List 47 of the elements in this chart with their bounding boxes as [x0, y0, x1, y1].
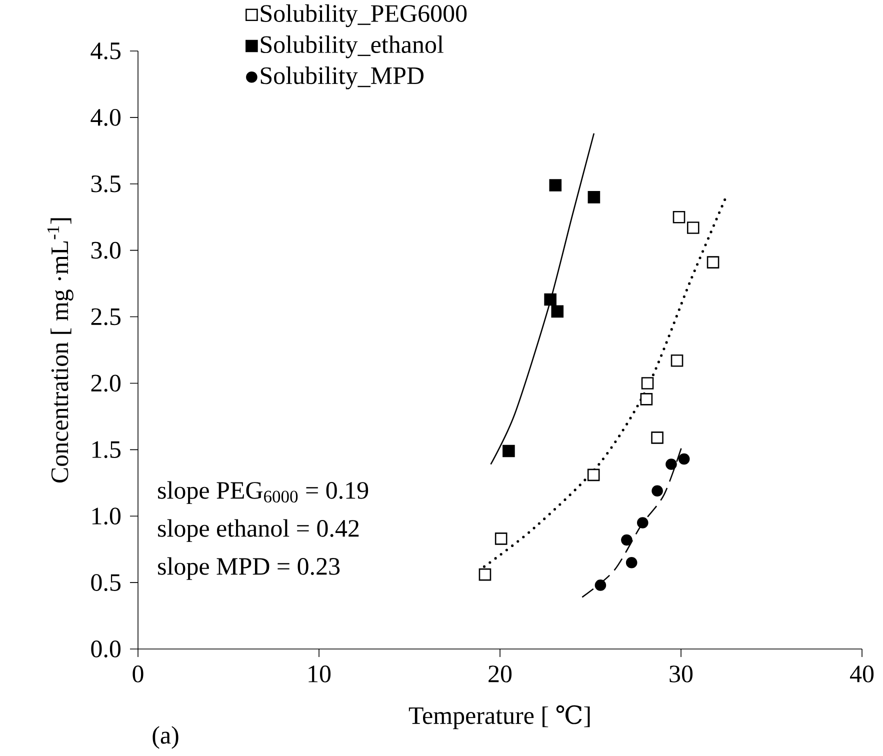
y-tick-label: 0.5: [91, 574, 120, 592]
point: [678, 453, 690, 465]
point: [706, 256, 720, 268]
point: [641, 377, 654, 390]
x-axis-title: Temperature [ ℃]: [408, 705, 590, 730]
y-tick-label: 0.0: [91, 640, 121, 658]
annotation: slope PEG$_{6000}$ = 0.19: [158, 481, 368, 504]
point: [626, 556, 638, 568]
x-tick-label: 0: [132, 666, 144, 682]
point: [640, 393, 653, 406]
point: [652, 485, 663, 497]
text: (a): [152, 726, 178, 749]
point: [670, 354, 684, 367]
y-tick-label: 1.5: [92, 441, 120, 458]
y-tick-label: 1.0: [92, 508, 121, 525]
point: [686, 222, 700, 234]
y-axis-title: Concentration [ mg ·mL$^{-1}$]: [47, 218, 74, 483]
x-tick-label: 20: [488, 666, 512, 682]
point: [672, 210, 686, 224]
legend-label: Solubility_PEG6000: [260, 4, 467, 28]
point: [666, 458, 677, 470]
y-tick-label: 3.0: [91, 242, 121, 259]
point: [494, 532, 508, 545]
point: [594, 580, 606, 591]
x-tick-label: 30: [670, 666, 693, 682]
y-tick-label: 2.0: [91, 374, 121, 392]
point: [636, 517, 648, 528]
legend-label: Solubility_ethanol: [260, 35, 444, 58]
line-series: [490, 132, 595, 465]
point: [549, 179, 562, 192]
point: [621, 534, 632, 546]
y-tick-label: 4.0: [90, 108, 121, 126]
point: [588, 191, 600, 204]
point: [551, 305, 564, 318]
y-tick-label: 2.5: [91, 308, 120, 326]
annotation: slope MPD = 0.23: [158, 557, 340, 580]
legend-label: Solubility_MPD: [260, 66, 424, 90]
x-tick-label: 40: [850, 666, 874, 682]
point: [502, 444, 515, 458]
annotation: slope ethanol = 0.42: [158, 519, 359, 542]
point: [478, 568, 492, 581]
point: [587, 468, 600, 482]
y-tick-label: 3.5: [91, 175, 120, 192]
point: [651, 432, 664, 444]
x-tick-label: 10: [308, 666, 331, 682]
point: [544, 293, 556, 306]
y-tick-label: 4.5: [90, 42, 120, 60]
